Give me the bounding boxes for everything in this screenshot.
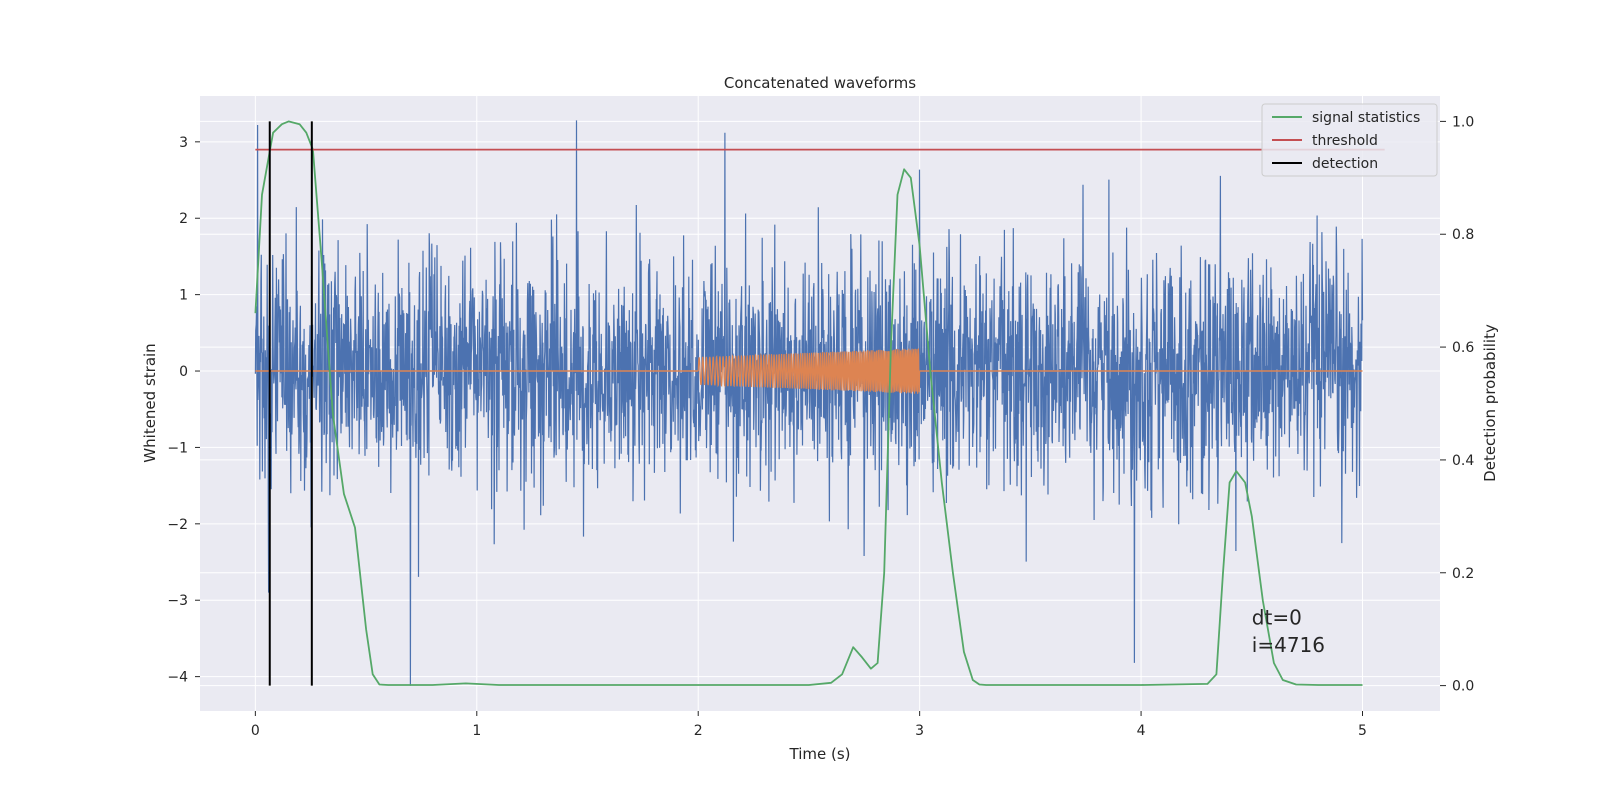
y-left-tick-label: −2 [167, 517, 188, 533]
series-noise [254, 120, 1364, 686]
legend: signal statistics threshold detection [1261, 103, 1438, 177]
y-left-tick-label: 2 [179, 211, 188, 227]
y-axis-left-label: Whitened strain [141, 343, 159, 462]
x-tick-label: 0 [251, 723, 260, 739]
y-left-tick-label: −1 [167, 440, 188, 456]
chirp-line [697, 348, 921, 394]
noise-line [254, 120, 1364, 686]
x-tick-label: 5 [1358, 723, 1367, 739]
y-right-tick-label: 0.4 [1452, 453, 1474, 469]
y-left-tick-label: 0 [179, 364, 188, 380]
series-right [254, 120, 1385, 686]
legend-label-signal-statistics: signal statistics [1312, 110, 1420, 126]
y-left-tick-label: −4 [167, 670, 188, 686]
legend-box [1261, 103, 1438, 177]
y-right-tick-label: 0.0 [1452, 679, 1474, 695]
x-tick-label: 3 [915, 723, 924, 739]
annotation-dt: dt=0 [1252, 606, 1302, 630]
signal-statistics-line [254, 120, 1363, 686]
y-right-tick-label: 0.2 [1452, 566, 1474, 582]
legend-label-threshold: threshold [1312, 133, 1378, 149]
chart-title: Concatenated waveforms [724, 74, 916, 92]
y-right-tick-label: 0.8 [1452, 227, 1474, 243]
y-left-tick-label: −3 [167, 593, 188, 609]
x-tick-label: 4 [1137, 723, 1146, 739]
y-right-tick-label: 1.0 [1452, 114, 1474, 130]
x-tick-label: 1 [472, 723, 481, 739]
y-left-tick-label: 1 [179, 288, 188, 304]
y-left-tick-label: 3 [179, 135, 188, 151]
x-tick-label: 2 [694, 723, 703, 739]
annotations: dt=0 i=4716 [1252, 606, 1325, 658]
y-axis-right-label: Detection probability [1481, 324, 1499, 482]
annotation-i: i=4716 [1252, 633, 1325, 657]
legend-label-detection: detection [1312, 156, 1378, 172]
x-axis-label: Time (s) [789, 745, 851, 763]
ticks: 0 1 2 3 4 5 −4 −3 −2 −1 0 1 2 3 0.0 0.2 0.4 0.6 0.8 1.0 [167, 114, 1474, 739]
y-right-tick-label: 0.6 [1452, 340, 1474, 356]
